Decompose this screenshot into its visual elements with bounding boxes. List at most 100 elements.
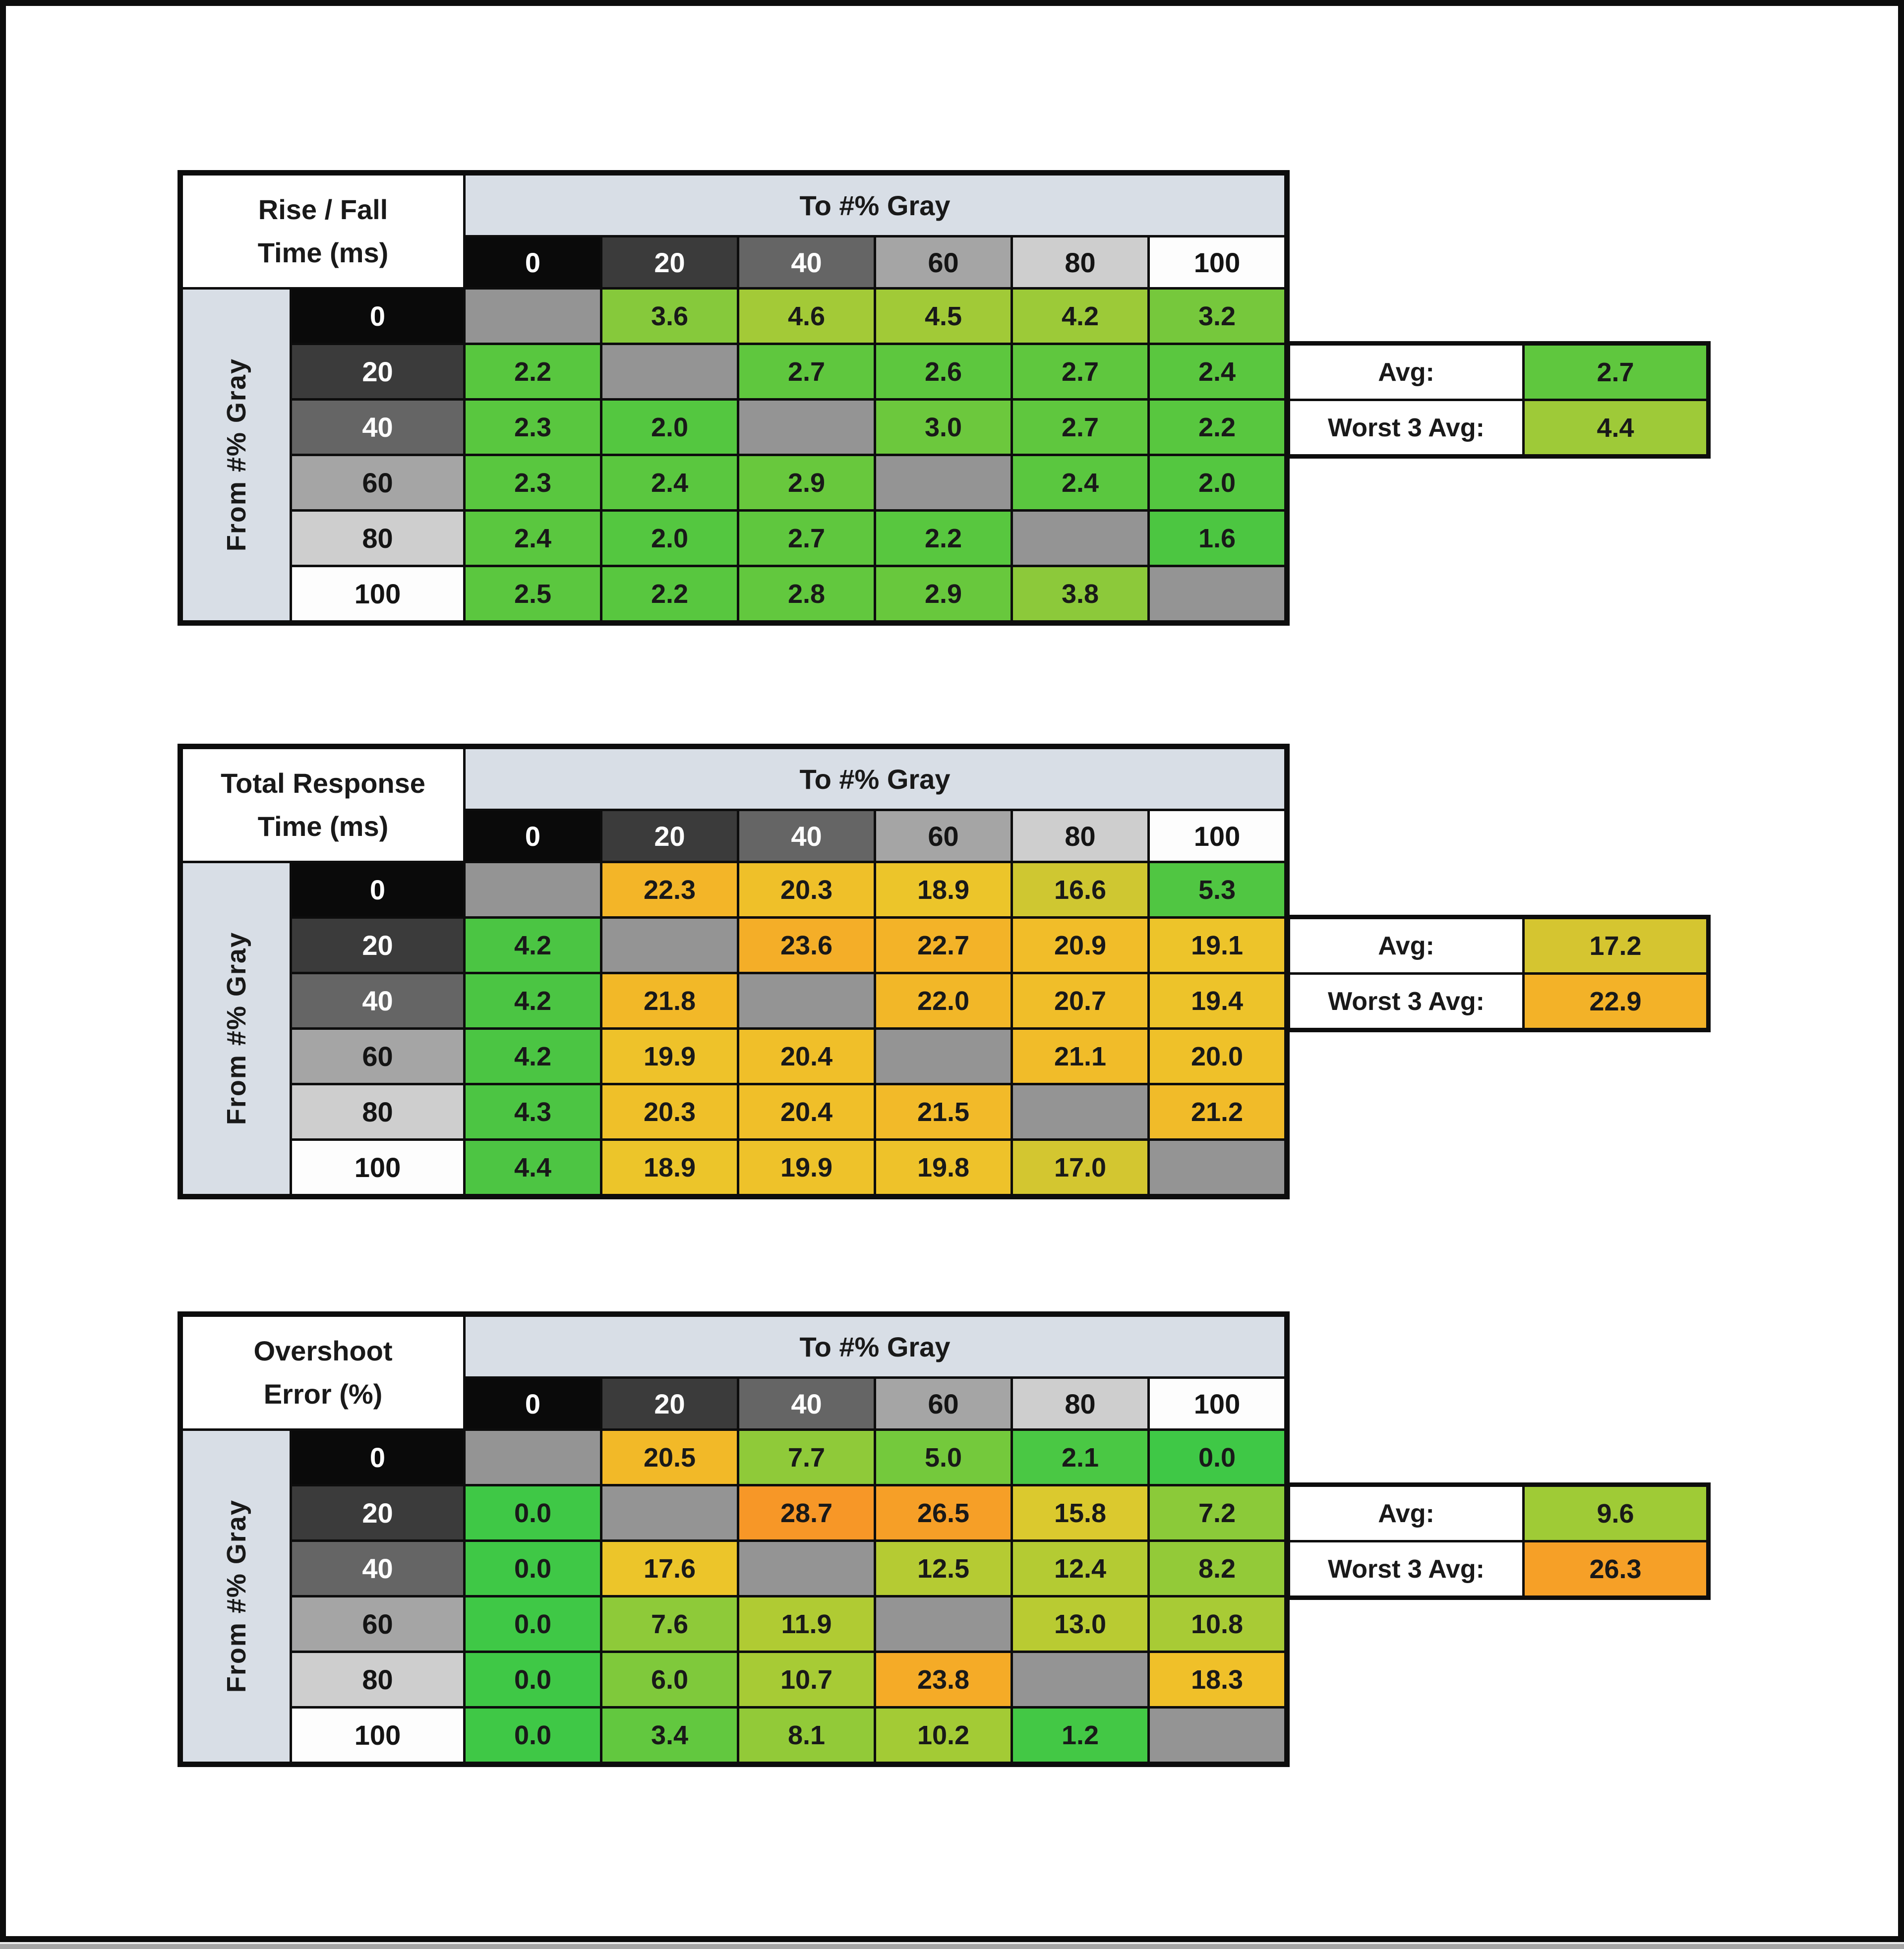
col-header-cell: 20 [602,811,737,861]
data-cell: 4.2 [466,919,600,972]
total-response-summary-block: Avg: 17.2 Worst 3 Avg: 22.9 [1286,915,1711,1032]
diagonal-cell [876,456,1011,509]
data-cell: 8.1 [739,1709,874,1762]
data-cell: 20.0 [1150,1030,1284,1083]
data-cell: 2.1 [1013,1431,1147,1484]
data-cell: 10.2 [876,1709,1011,1762]
data-cell: 4.3 [466,1085,600,1138]
data-cell: 4.6 [739,290,874,343]
worst3-avg-label: Worst 3 Avg: [1290,401,1522,454]
data-cell: 22.7 [876,919,1011,972]
overshoot-summary-block: Avg: 9.6 Worst 3 Avg: 26.3 [1286,1482,1711,1600]
diagonal-cell [876,1030,1011,1083]
row-header-cell: 40 [292,1542,463,1595]
diagonal-cell [466,1431,600,1484]
row-header-cell: 100 [292,567,463,620]
row-header-cell: 40 [292,974,463,1027]
row-header-cell: 80 [292,1085,463,1138]
data-cell: 2.4 [602,456,737,509]
data-cell: 18.9 [602,1141,737,1194]
col-header-cell: 100 [1150,1379,1284,1428]
to-gray-header: To #% Gray [466,1317,1284,1376]
data-cell: 5.0 [876,1431,1011,1484]
diagonal-cell [1150,1709,1284,1762]
data-cell: 7.6 [602,1597,737,1651]
data-cell: 19.8 [876,1141,1011,1194]
row-header-cell: 100 [292,1709,463,1762]
avg-label: Avg: [1290,346,1522,399]
col-header-cell: 60 [876,1379,1011,1428]
data-cell: 3.2 [1150,290,1284,343]
row-header-cell: 0 [292,863,463,916]
data-cell: 11.9 [739,1597,874,1651]
bottom-window-strip [0,1942,1904,1949]
table-title: Total Response Time (ms) [183,749,463,861]
row-header-cell: 80 [292,512,463,565]
data-cell: 12.4 [1013,1542,1147,1595]
data-cell: 5.3 [1150,863,1284,916]
table-title: Overshoot Error (%) [183,1317,463,1428]
data-cell: 22.3 [602,863,737,916]
data-cell: 2.2 [602,567,737,620]
data-cell: 3.8 [1013,567,1147,620]
avg-value: 9.6 [1525,1487,1706,1540]
rise-fall-summary-block: Avg: 2.7 Worst 3 Avg: 4.4 [1286,341,1711,459]
data-cell: 8.2 [1150,1542,1284,1595]
data-cell: 23.6 [739,919,874,972]
data-cell: 3.6 [602,290,737,343]
col-header-cell: 100 [1150,237,1284,287]
data-cell: 7.2 [1150,1486,1284,1539]
overshoot-error-table: Overshoot Error (%) To #% Gray 0 20 40 60 80 100… [178,1311,1290,1767]
to-gray-header: To #% Gray [466,749,1284,809]
data-cell: 2.2 [876,512,1011,565]
data-cell: 20.9 [1013,919,1147,972]
data-cell: 21.5 [876,1085,1011,1138]
row-header-cell: 0 [292,290,463,343]
diagonal-cell [739,974,874,1027]
data-cell: 20.4 [739,1085,874,1138]
data-cell: 2.5 [466,567,600,620]
table-title-line: Total Response [221,767,425,799]
from-gray-side-band: From #% Gray [183,290,290,620]
data-cell: 2.4 [1150,345,1284,398]
data-cell: 2.3 [466,456,600,509]
row-header-cell: 60 [292,1030,463,1083]
data-cell: 20.7 [1013,974,1147,1027]
rise-fall-time-table: Rise / Fall Time (ms) To #% Gray 0 20 40 60 80 1… [178,170,1290,626]
data-cell: 2.0 [1150,456,1284,509]
worst3-avg-label: Worst 3 Avg: [1290,1542,1522,1595]
col-header-cell: 20 [602,237,737,287]
data-cell: 2.6 [876,345,1011,398]
diagonal-cell [466,290,600,343]
data-cell: 0.0 [466,1597,600,1651]
data-cell: 2.7 [739,345,874,398]
avg-value: 17.2 [1525,919,1706,972]
from-gray-side-band: From #% Gray [183,1431,290,1762]
table-title-line: Time (ms) [257,236,389,268]
data-cell: 20.5 [602,1431,737,1484]
diagonal-cell [602,1486,737,1539]
col-header-cell: 40 [739,811,874,861]
table-title-line: Rise / Fall [258,193,388,225]
data-cell: 28.7 [739,1486,874,1539]
data-cell: 4.5 [876,290,1011,343]
row-header-cell: 20 [292,345,463,398]
data-cell: 26.5 [876,1486,1011,1539]
diagonal-cell [739,1542,874,1595]
data-cell: 19.9 [739,1141,874,1194]
row-header-cell: 20 [292,1486,463,1539]
data-cell: 17.6 [602,1542,737,1595]
data-cell: 1.6 [1150,512,1284,565]
data-cell: 2.2 [466,345,600,398]
data-cell: 16.6 [1013,863,1147,916]
data-cell: 3.0 [876,401,1011,454]
from-gray-label: From #% Gray [221,358,251,552]
worst3-avg-value: 4.4 [1525,401,1706,454]
diagonal-cell [1013,1653,1147,1706]
data-cell: 20.3 [602,1085,737,1138]
data-cell: 6.0 [602,1653,737,1706]
data-cell: 2.0 [602,512,737,565]
data-cell: 18.9 [876,863,1011,916]
